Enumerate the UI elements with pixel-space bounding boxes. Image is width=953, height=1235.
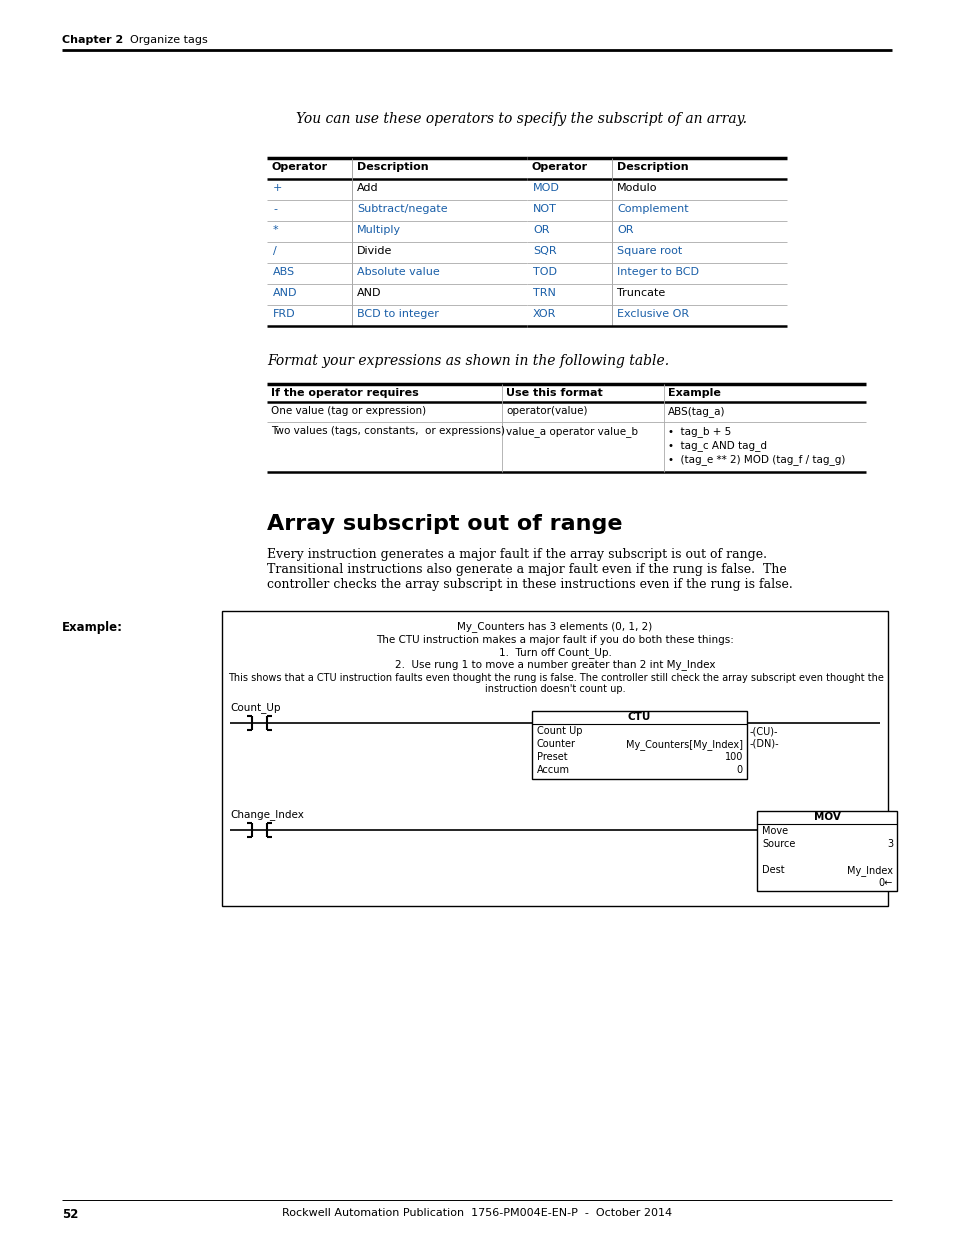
Text: Operator: Operator bbox=[532, 162, 587, 172]
Text: Use this format: Use this format bbox=[505, 388, 602, 398]
Text: Count_Up: Count_Up bbox=[230, 701, 280, 713]
Text: The CTU instruction makes a major fault if you do both these things:: The CTU instruction makes a major fault … bbox=[375, 635, 733, 645]
Bar bbox=[532, 711, 746, 779]
Text: OR: OR bbox=[533, 225, 549, 235]
Text: /: / bbox=[273, 246, 276, 256]
Text: TOD: TOD bbox=[533, 267, 557, 277]
Text: Accum: Accum bbox=[537, 764, 569, 776]
Text: -(DN)-: -(DN)- bbox=[749, 739, 779, 748]
Text: Array subscript out of range: Array subscript out of range bbox=[267, 514, 622, 534]
Text: 52: 52 bbox=[62, 1208, 78, 1221]
Text: Integer to BCD: Integer to BCD bbox=[617, 267, 699, 277]
Bar bbox=[757, 811, 896, 890]
Text: My_Counters[My_Index]: My_Counters[My_Index] bbox=[625, 739, 742, 750]
Text: OR: OR bbox=[617, 225, 633, 235]
Text: CTU: CTU bbox=[627, 713, 650, 722]
Text: value_a operator value_b: value_a operator value_b bbox=[505, 426, 638, 437]
Bar bbox=[222, 611, 887, 906]
Text: Absolute value: Absolute value bbox=[356, 267, 439, 277]
Text: Operator: Operator bbox=[272, 162, 328, 172]
Text: •  tag_c AND tag_d: • tag_c AND tag_d bbox=[667, 440, 766, 451]
Text: MOD: MOD bbox=[533, 183, 559, 193]
Text: Preset: Preset bbox=[537, 752, 567, 762]
Text: -: - bbox=[273, 204, 276, 214]
Text: Exclusive OR: Exclusive OR bbox=[617, 309, 688, 319]
Text: 0←: 0← bbox=[878, 878, 892, 888]
Text: My_Index: My_Index bbox=[846, 864, 892, 876]
Text: Truncate: Truncate bbox=[617, 288, 664, 298]
Text: Counter: Counter bbox=[537, 739, 576, 748]
Text: FRD: FRD bbox=[273, 309, 295, 319]
Text: Change_Index: Change_Index bbox=[230, 809, 304, 820]
Text: Two values (tags, constants,  or expressions): Two values (tags, constants, or expressi… bbox=[271, 426, 504, 436]
Text: XOR: XOR bbox=[533, 309, 556, 319]
Text: Subtract/negate: Subtract/negate bbox=[356, 204, 447, 214]
Text: Every instruction generates a major fault if the array subscript is out of range: Every instruction generates a major faul… bbox=[267, 548, 766, 561]
Text: TRN: TRN bbox=[533, 288, 556, 298]
Text: You can use these operators to specify the subscript of an array.: You can use these operators to specify t… bbox=[295, 112, 746, 126]
Text: Example: Example bbox=[667, 388, 720, 398]
Text: This shows that a CTU instruction faults even thought the rung is false. The con: This shows that a CTU instruction faults… bbox=[228, 673, 882, 683]
Text: Multiply: Multiply bbox=[356, 225, 400, 235]
Text: +: + bbox=[273, 183, 282, 193]
Text: Count Up: Count Up bbox=[537, 726, 582, 736]
Text: Modulo: Modulo bbox=[617, 183, 657, 193]
Text: controller checks the array subscript in these instructions even if the rung is : controller checks the array subscript in… bbox=[267, 578, 792, 592]
Text: instruction doesn't count up.: instruction doesn't count up. bbox=[484, 684, 624, 694]
Text: Description: Description bbox=[617, 162, 688, 172]
Text: Rockwell Automation Publication  1756-PM004E-EN-P  -  October 2014: Rockwell Automation Publication 1756-PM0… bbox=[282, 1208, 671, 1218]
Text: Example:: Example: bbox=[62, 621, 123, 634]
Text: NOT: NOT bbox=[533, 204, 557, 214]
Text: Chapter 2: Chapter 2 bbox=[62, 35, 123, 44]
Text: Move: Move bbox=[761, 826, 787, 836]
Text: One value (tag or expression): One value (tag or expression) bbox=[271, 406, 426, 416]
Text: Format your expressions as shown in the following table.: Format your expressions as shown in the … bbox=[267, 354, 668, 368]
Text: •  tag_b + 5: • tag_b + 5 bbox=[667, 426, 731, 437]
Text: •  (tag_e ** 2) MOD (tag_f / tag_g): • (tag_e ** 2) MOD (tag_f / tag_g) bbox=[667, 454, 844, 464]
Text: 100: 100 bbox=[724, 752, 742, 762]
Text: Add: Add bbox=[356, 183, 378, 193]
Text: My_Counters has 3 elements (0, 1, 2): My_Counters has 3 elements (0, 1, 2) bbox=[456, 621, 652, 632]
Text: 2.  Use rung 1 to move a number greater than 2 int My_Index: 2. Use rung 1 to move a number greater t… bbox=[395, 659, 715, 669]
Text: Complement: Complement bbox=[617, 204, 688, 214]
Text: *: * bbox=[273, 225, 278, 235]
Text: Description: Description bbox=[356, 162, 428, 172]
Text: Transitional instructions also generate a major fault even if the rung is false.: Transitional instructions also generate … bbox=[267, 563, 786, 576]
Text: BCD to integer: BCD to integer bbox=[356, 309, 438, 319]
Text: SQR: SQR bbox=[533, 246, 556, 256]
Text: Divide: Divide bbox=[356, 246, 392, 256]
Text: 3: 3 bbox=[886, 839, 892, 848]
Text: Organize tags: Organize tags bbox=[130, 35, 208, 44]
Text: Square root: Square root bbox=[617, 246, 681, 256]
Text: 0: 0 bbox=[736, 764, 742, 776]
Text: 1.  Turn off Count_Up.: 1. Turn off Count_Up. bbox=[498, 647, 611, 658]
Text: Source: Source bbox=[761, 839, 795, 848]
Text: MOV: MOV bbox=[813, 811, 840, 823]
Text: -(CU)-: -(CU)- bbox=[749, 726, 778, 736]
Text: If the operator requires: If the operator requires bbox=[271, 388, 418, 398]
Text: ABS(tag_a): ABS(tag_a) bbox=[667, 406, 724, 417]
Text: AND: AND bbox=[356, 288, 381, 298]
Text: Dest: Dest bbox=[761, 864, 783, 876]
Text: ABS: ABS bbox=[273, 267, 294, 277]
Text: AND: AND bbox=[273, 288, 297, 298]
Text: operator(value): operator(value) bbox=[505, 406, 587, 416]
